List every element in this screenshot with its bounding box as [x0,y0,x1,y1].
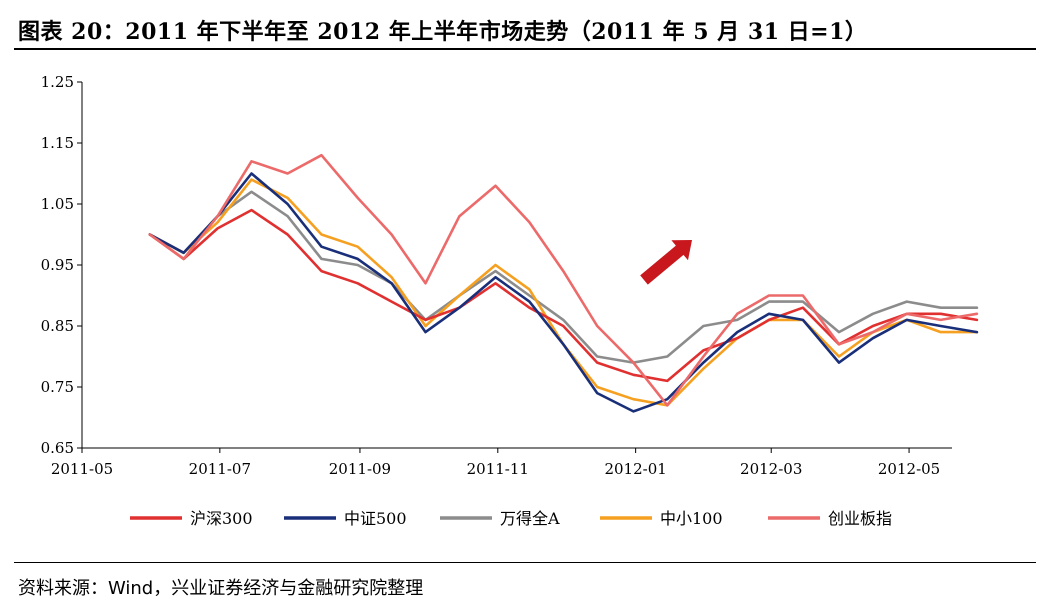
source-note: 资料来源：Wind，兴业证券经济与金融研究院整理 [18,578,424,599]
red-arrow-shape [640,240,692,285]
source-rule [14,562,1036,563]
y-tick-label: 1.05 [41,195,74,213]
legend-label-4: 创业板指 [828,509,892,528]
legend-label-2: 万得全A [500,509,560,528]
x-tick-label: 2011-07 [189,460,251,478]
series-lines [148,153,979,413]
axes: 1.25 1.15 1.05 0.95 0.85 0.75 0.65 2011-05 2011-… [41,73,952,478]
x-tick-label: 2011-11 [467,460,529,478]
series-line-0 [148,208,979,383]
series-line-4 [148,153,979,407]
series-line-1 [148,172,979,413]
legend-label-0: 沪深300 [190,509,253,528]
x-tick-label: 2011-09 [329,460,391,478]
y-tick-label: 0.85 [41,317,74,335]
legend: 沪深300 中证500 万得全A 中小100 创业板指 [130,509,892,528]
x-tick-label: 2012-01 [604,460,666,478]
x-tick-label: 2012-05 [878,460,940,478]
series-line-2 [148,190,979,364]
series-line-3 [148,178,979,407]
y-tick-label: 1.15 [41,134,74,152]
x-tick-label: 2012-03 [740,460,802,478]
trend-arrow-icon [640,240,692,285]
chart-title: 图表 20：2011 年下半年至 2012 年上半年市场走势（2011 年 5 … [18,19,868,45]
y-tick-label: 0.75 [41,378,74,396]
x-tick-label: 2011-05 [51,460,113,478]
legend-label-3: 中小100 [660,509,723,528]
y-tick-label: 0.65 [41,439,74,457]
y-tick-label: 1.25 [41,73,74,91]
y-tick-label: 0.95 [41,256,74,274]
title-rule [14,48,1036,50]
legend-label-1: 中证500 [344,509,407,528]
